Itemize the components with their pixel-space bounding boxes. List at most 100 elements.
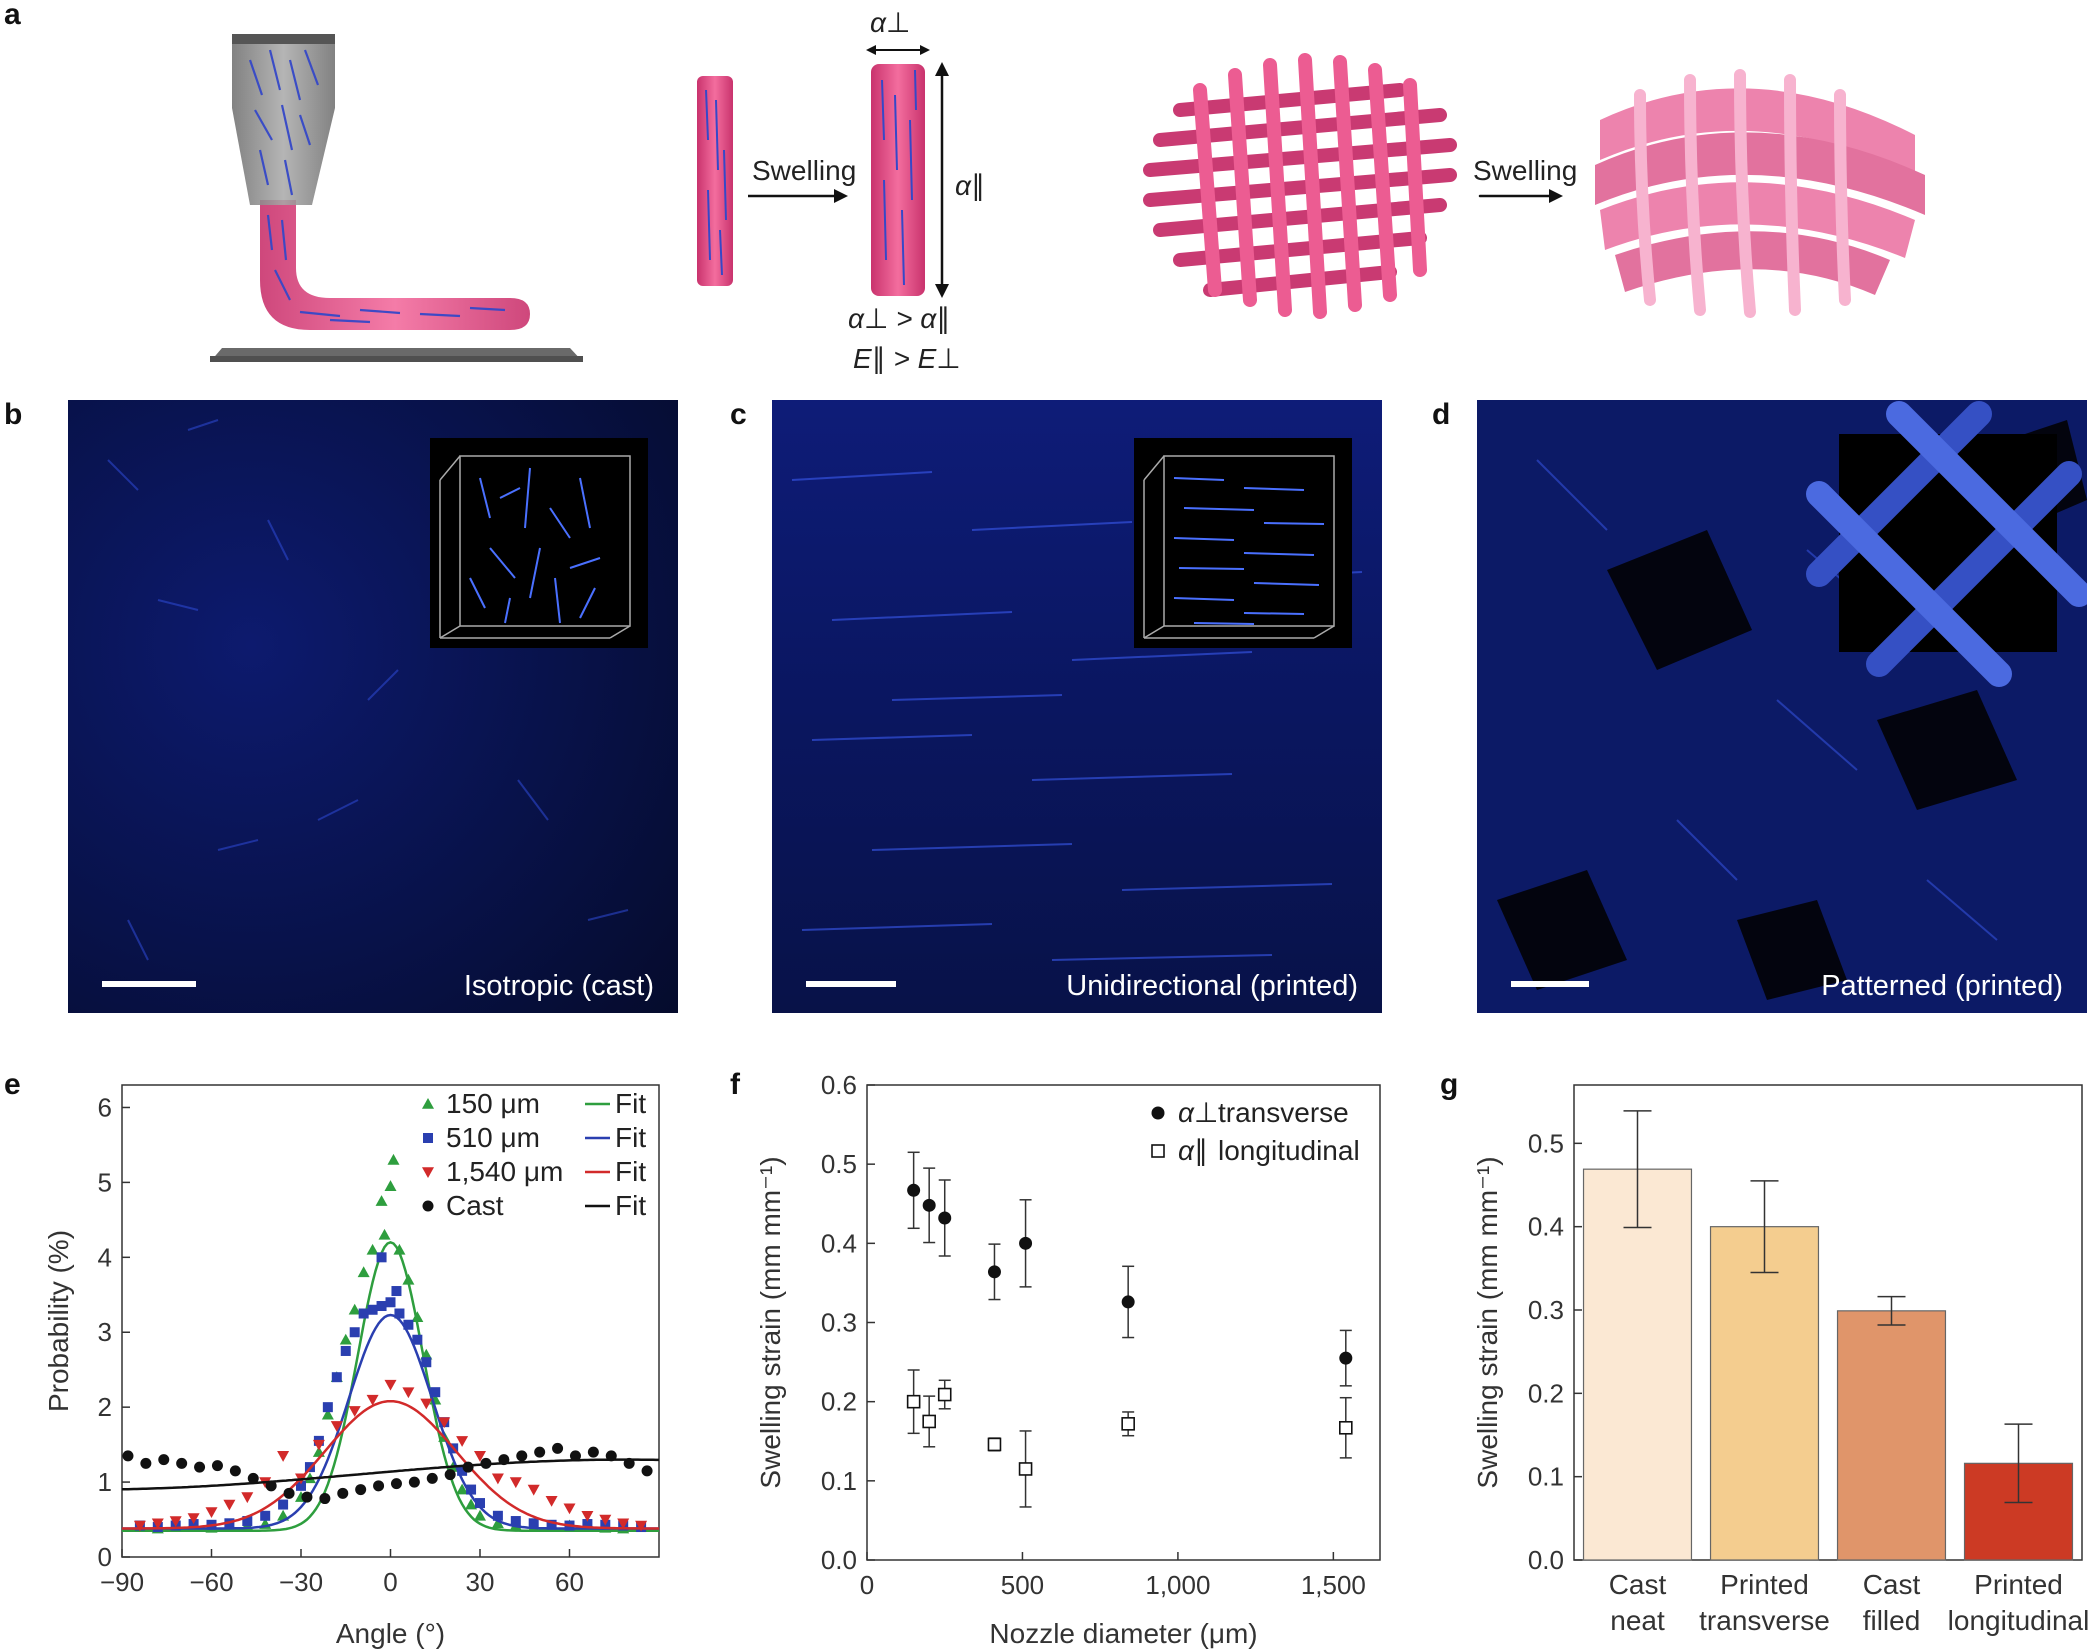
y-tick-label: 0.1 xyxy=(1528,1462,1564,1492)
category-label-line2: longitudinal xyxy=(1948,1605,2090,1636)
panel-label-e: e xyxy=(4,1068,21,1101)
data-point xyxy=(552,1442,564,1454)
data-point xyxy=(355,1484,367,1496)
data-point xyxy=(122,1450,134,1462)
scale-bar-c xyxy=(806,981,896,987)
data-point xyxy=(358,1308,369,1319)
data-point xyxy=(426,1472,438,1484)
data-point xyxy=(247,1472,259,1484)
data-point xyxy=(151,1518,164,1530)
data-point xyxy=(402,1387,415,1399)
data-point xyxy=(391,1286,402,1297)
y-axis-label: Probability (%) xyxy=(43,1230,74,1412)
y-tick-label: 0.0 xyxy=(1528,1545,1564,1575)
data-point xyxy=(421,1357,432,1368)
data-point xyxy=(492,1510,503,1521)
data-point xyxy=(491,1473,504,1485)
data-point xyxy=(340,1345,351,1356)
data-point xyxy=(301,1491,313,1503)
data-point xyxy=(133,1520,146,1532)
y-tick-label: 0.2 xyxy=(821,1387,857,1417)
data-point xyxy=(465,1498,478,1510)
data-point xyxy=(617,1518,630,1530)
data-point xyxy=(321,1408,334,1420)
swelling-label-2: Swelling xyxy=(1473,155,1577,186)
data-point xyxy=(402,1273,415,1285)
x-axis-label: Nozzle diameter (μm) xyxy=(989,1618,1257,1649)
legend-label: Cast xyxy=(446,1190,504,1221)
scale-bar-d xyxy=(1511,981,1589,987)
data-point xyxy=(987,1437,1002,1452)
legend-marker xyxy=(422,1200,434,1212)
data-point xyxy=(229,1465,241,1477)
data-point xyxy=(623,1457,635,1469)
y-tick-label: 0.5 xyxy=(821,1149,857,1179)
legend-marker xyxy=(1151,1106,1165,1120)
category-label-line1: Printed xyxy=(1720,1569,1809,1600)
legend-fit-label: Fit xyxy=(615,1088,646,1119)
inset-aligned-fibers xyxy=(1134,438,1352,648)
data-point xyxy=(546,1519,557,1530)
data-point xyxy=(641,1465,653,1477)
data-point xyxy=(376,1301,387,1312)
relation-alpha: α⊥ > α∥ xyxy=(848,303,950,334)
data-point xyxy=(319,1493,331,1505)
y-tick-label: 0.2 xyxy=(1528,1378,1564,1408)
data-point xyxy=(605,1450,617,1462)
bar xyxy=(1836,1310,1947,1561)
data-point xyxy=(373,1480,385,1492)
micrograph-d: Patterned (printed) xyxy=(1477,400,2087,1013)
data-point xyxy=(394,1308,405,1319)
data-point xyxy=(480,1457,492,1469)
x-tick-label: 30 xyxy=(466,1567,495,1597)
category-label-line1: Printed xyxy=(1974,1569,2063,1600)
category-label-line1: Cast xyxy=(1863,1569,1921,1600)
data-point xyxy=(296,1480,306,1491)
caption-c: Unidirectional (printed) xyxy=(1066,970,1358,1002)
data-point xyxy=(563,1503,576,1515)
data-point xyxy=(322,1402,333,1413)
scale-bar-b xyxy=(102,981,196,987)
legend-marker xyxy=(1151,1144,1165,1158)
panel-label-a: a xyxy=(4,0,21,31)
data-point xyxy=(937,1387,952,1402)
data-point xyxy=(510,1516,521,1527)
data-point xyxy=(466,1484,477,1495)
data-point xyxy=(569,1450,581,1462)
bar xyxy=(1582,1168,1693,1561)
data-point xyxy=(509,1477,522,1489)
data-point xyxy=(187,1513,200,1525)
data-point xyxy=(1018,1462,1033,1476)
data-point xyxy=(516,1450,528,1462)
data-point xyxy=(438,1417,451,1429)
x-tick-label: 1,500 xyxy=(1301,1570,1366,1600)
x-tick-label: 1,000 xyxy=(1145,1570,1210,1600)
x-tick-label: −30 xyxy=(279,1567,323,1597)
data-point xyxy=(1339,1351,1353,1365)
data-point xyxy=(223,1499,236,1511)
data-point xyxy=(378,1228,391,1240)
data-point xyxy=(922,1198,936,1212)
data-point xyxy=(211,1460,223,1472)
schematic-panel-a: Swelling Swelling α⊥ α∥ α⊥ > α∥ E∥ > E⊥ xyxy=(210,7,1925,374)
micrograph-b: Isotropic (cast) xyxy=(68,400,678,1013)
data-point xyxy=(1121,1417,1135,1431)
printing-nozzle-illustration xyxy=(210,34,583,362)
data-point xyxy=(420,1398,433,1410)
data-point xyxy=(260,1510,271,1521)
filament-swelling-illustration xyxy=(697,45,949,298)
data-point xyxy=(582,1519,593,1530)
data-point xyxy=(581,1510,594,1522)
swelling-label-1: Swelling xyxy=(752,155,856,186)
legend-symbol: α∥ xyxy=(1178,1135,1208,1166)
data-point xyxy=(411,1311,424,1323)
bar xyxy=(1709,1226,1820,1561)
data-point xyxy=(474,1451,486,1462)
schematic-text: Swelling Swelling α⊥ α∥ α⊥ > α∥ E∥ > E⊥ xyxy=(752,7,1577,374)
data-point xyxy=(528,1518,539,1529)
y-tick-label: 3 xyxy=(98,1317,112,1347)
legend-fit-label: Fit xyxy=(615,1156,646,1187)
fit-curve xyxy=(122,1399,659,1530)
data-point xyxy=(462,1461,474,1473)
